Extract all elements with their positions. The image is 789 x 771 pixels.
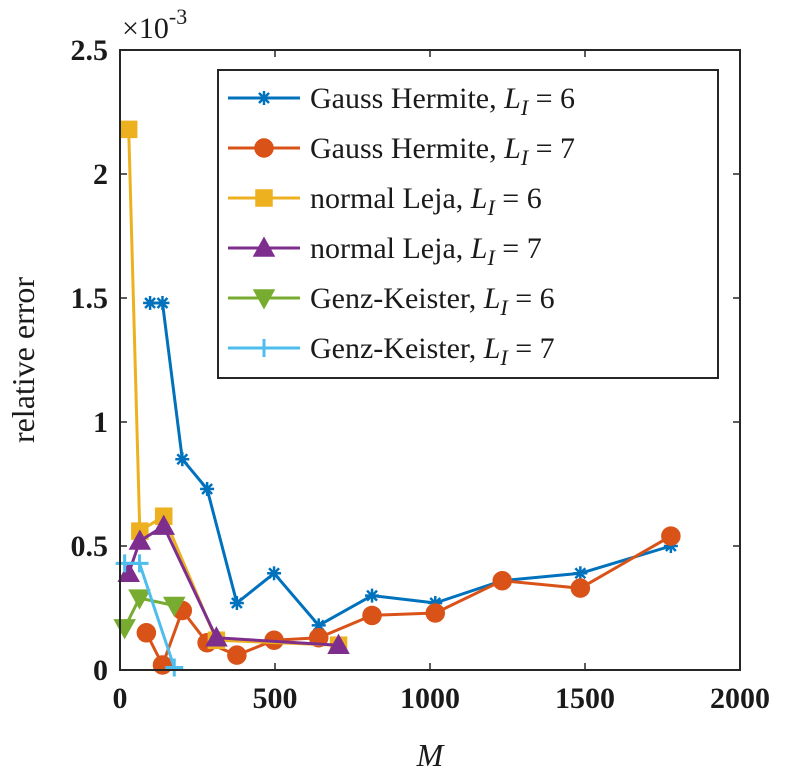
marker-triangle-up: [205, 626, 228, 647]
marker-triangle-up: [152, 514, 175, 535]
marker-asterisk-d2: [201, 483, 213, 495]
data-point: [492, 570, 512, 591]
y-tick-label: 2: [93, 158, 108, 191]
legend: Gauss Hermite, LI = 6 Gauss Hermite, LI =…: [217, 69, 719, 379]
x-tick-label: 2000: [710, 682, 770, 715]
marker-asterisk-d2: [156, 297, 169, 309]
marker-triangle-up: [327, 633, 350, 654]
data-point: [327, 633, 350, 654]
y-axis-title: relative error: [5, 277, 41, 443]
data-point: [425, 603, 446, 623]
y-multiplier-label: ×10-3: [122, 4, 187, 45]
legend-entry: Genz-Keister, LI = 6: [228, 282, 555, 320]
series-line: [150, 301, 672, 627]
data-point: [130, 554, 149, 573]
series-layer: [113, 120, 681, 677]
legend-marker: [252, 289, 276, 310]
marker-circle: [661, 526, 681, 546]
series-4: [117, 514, 350, 654]
marker-circle: [362, 605, 382, 626]
legend-marker: [252, 236, 276, 257]
legend-label: Gauss Hermite, LI = 6: [310, 82, 575, 120]
legend-label: Gauss Hermite, LI = 7: [310, 132, 575, 170]
marker-triangle-up: [128, 529, 152, 550]
legend-label: Genz-Keister, LI = 7: [310, 332, 555, 370]
data-point: [162, 596, 186, 618]
y-tick-label: 0.5: [71, 530, 109, 563]
marker-circle: [227, 645, 247, 665]
series-6: [115, 554, 184, 677]
legend-label: normal Leja, LI = 6: [310, 182, 542, 220]
data-point: [152, 514, 175, 535]
data-point: [227, 645, 247, 665]
marker-circle: [492, 570, 512, 591]
legend-entry: normal Leja, LI = 6: [228, 182, 542, 220]
legend-entry: normal Leja, LI = 7: [228, 232, 542, 270]
marker-asterisk-d2: [268, 567, 280, 580]
data-point: [200, 481, 215, 496]
y-tick-label: 1: [93, 406, 108, 439]
x-tick-label: 1500: [555, 682, 615, 715]
data-point: [570, 578, 591, 598]
legend-marker: [255, 339, 273, 357]
marker-asterisk-d2: [258, 92, 270, 104]
legend-box: [217, 69, 719, 379]
data-point: [365, 588, 380, 603]
legend-marker: [257, 91, 271, 105]
data-point: [229, 596, 244, 611]
x-axis-title: M: [416, 737, 446, 771]
data-point: [128, 589, 151, 610]
marker-square: [255, 189, 273, 207]
data-point: [155, 295, 170, 310]
data-point: [362, 605, 382, 626]
data-point: [165, 658, 184, 677]
marker-circle: [425, 603, 446, 623]
marker-asterisk-d2: [230, 597, 243, 609]
marker-circle: [254, 138, 274, 158]
marker-asterisk-d2: [144, 297, 156, 309]
marker-circle: [136, 623, 157, 643]
marker-triangle-up: [252, 236, 276, 257]
x-tick-label: 0: [113, 682, 128, 715]
marker-triangle-down: [162, 596, 186, 618]
data-point: [661, 526, 681, 546]
marker-asterisk-d2: [176, 453, 189, 466]
data-point: [267, 566, 282, 581]
y-tick-label: 2.5: [71, 34, 109, 67]
marker-circle: [152, 655, 173, 675]
marker-circle: [570, 578, 591, 598]
marker-asterisk-d2: [574, 567, 587, 580]
legend-entry: Gauss Hermite, LI = 6: [228, 82, 575, 120]
legend-entry: Gauss Hermite, LI = 7: [228, 132, 575, 170]
data-point: [205, 626, 228, 647]
data-point: [175, 452, 190, 467]
data-point: [143, 295, 158, 310]
y-tick-label: 0: [93, 654, 108, 687]
data-point: [152, 655, 173, 675]
data-point: [136, 623, 157, 643]
legend-marker: [254, 138, 274, 158]
y-tick-label: 1.5: [71, 282, 109, 315]
x-tick-label: 500: [253, 682, 298, 715]
marker-triangle-down: [128, 589, 151, 610]
marker-asterisk-d2: [366, 589, 378, 602]
marker-triangle-down: [252, 289, 276, 310]
legend-label: normal Leja, LI = 7: [310, 232, 542, 270]
legend-marker: [255, 189, 273, 207]
axes-layer: 0 500 1000 1500 2000 0 0.5 1 1.5 2 2.5 ×10-3 Mrelati…: [5, 4, 770, 771]
legend-entry: Genz-Keister, LI = 7: [228, 332, 555, 370]
legend-label: Genz-Keister, LI = 6: [310, 282, 555, 320]
data-point: [119, 120, 138, 139]
x-tick-label: 1000: [400, 682, 460, 715]
data-point: [573, 566, 588, 581]
data-point: [128, 529, 152, 550]
marker-square: [119, 120, 138, 139]
